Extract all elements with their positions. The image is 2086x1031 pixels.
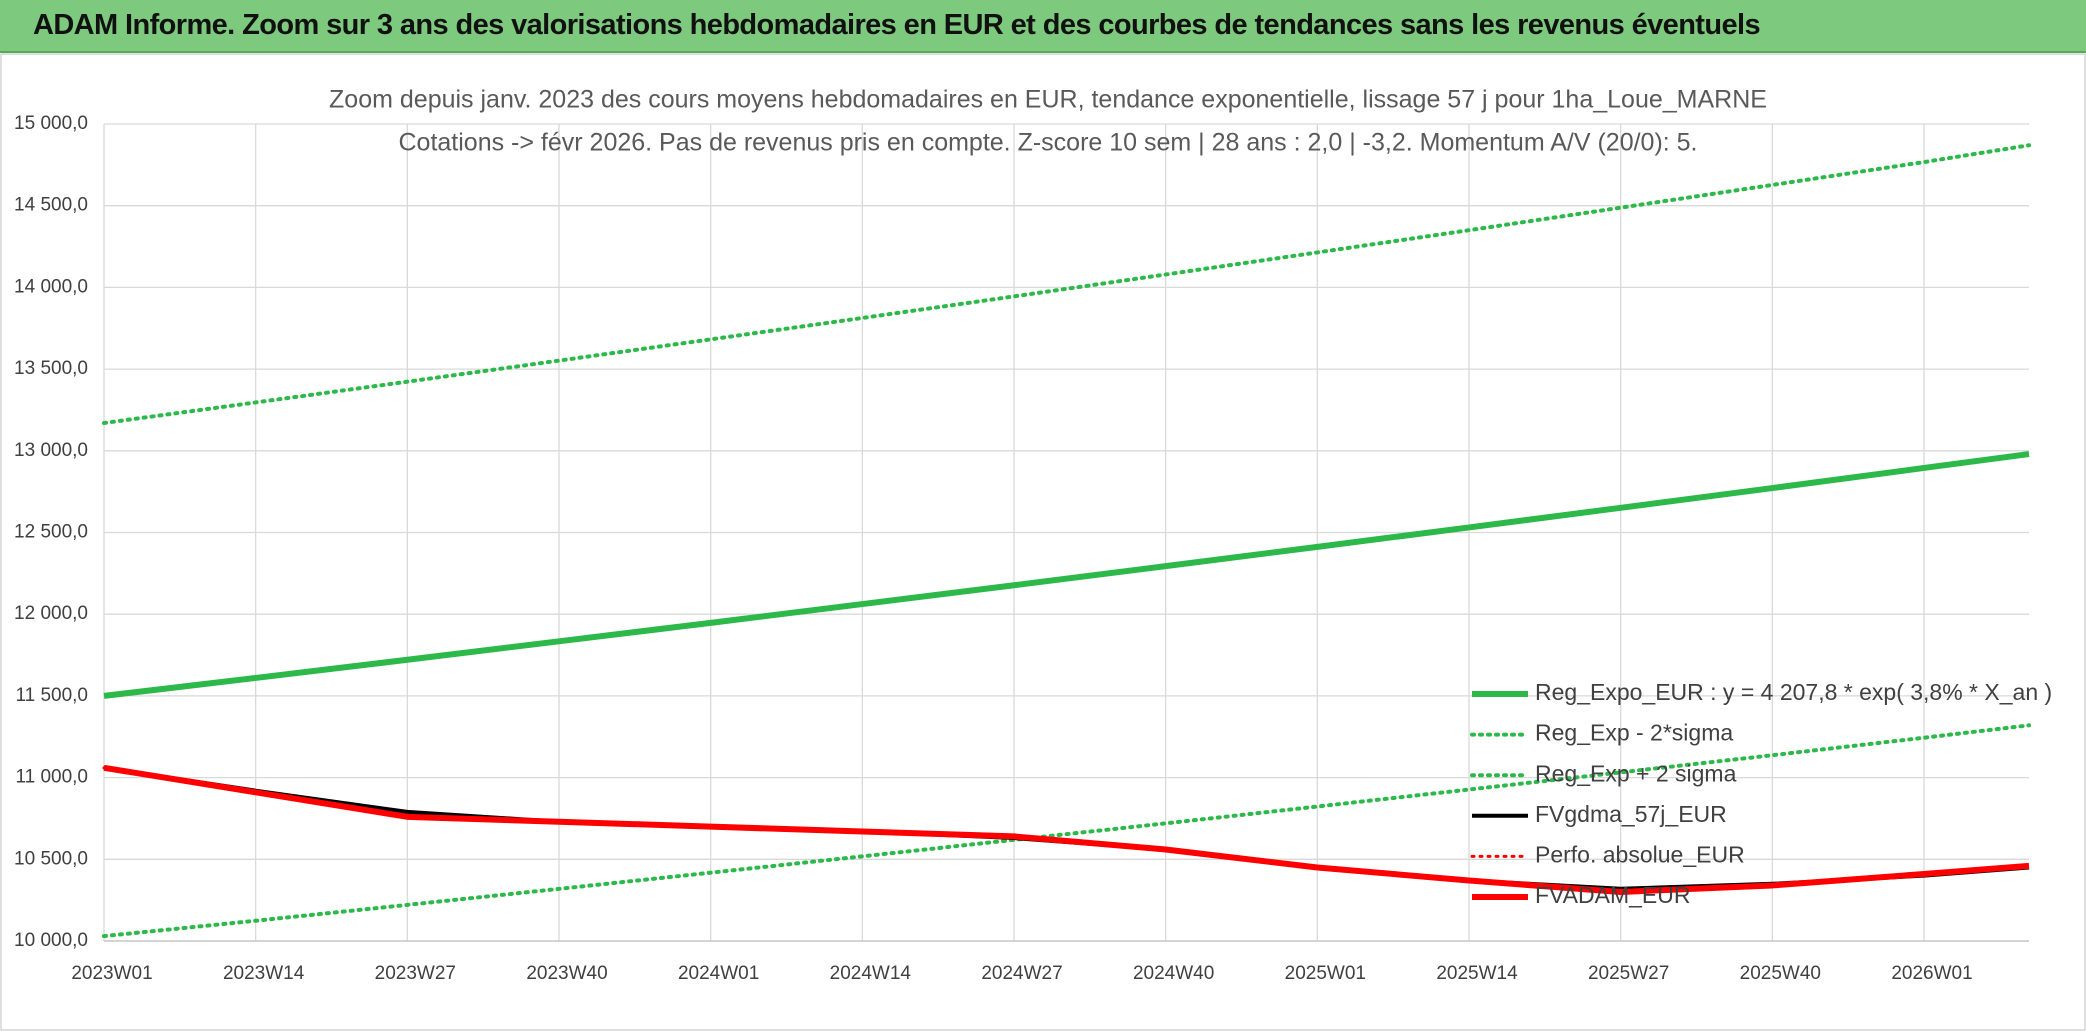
x-tick-label: 2026W01 [1891,963,1972,984]
x-tick-label: 2024W01 [678,963,759,984]
chart-subtitle: Cotations -> févr 2026. Pas de revenus p… [398,129,1697,157]
series-line [103,451,2030,699]
x-tick-label: 2023W27 [375,963,456,984]
y-tick-label: 10 500,0 [14,848,88,869]
header: ADAM Informe. Zoom sur 3 ans des valoris… [0,0,2086,53]
chart: 10 000,0 10 500,0 11 000,0 11 500,0 12 000,0… [0,53,2086,1031]
series-line [102,723,2031,939]
series-line [102,766,2031,894]
header-title: ADAM Informe. Zoom sur 3 ans des valoris… [33,9,1761,41]
x-tick-label: 2025W27 [1588,963,1669,984]
x-tick-label: 2024W40 [1133,963,1214,984]
series-line [102,143,2031,426]
legend-label: Reg_Exp + 2 sigma [1535,760,1737,786]
chart-subtitle: Zoom depuis janv. 2023 des cours moyens … [329,86,1767,114]
y-tick-label: 14 000,0 [14,276,88,297]
y-tick-label: 13 000,0 [14,440,88,461]
x-tick-label: 2024W27 [981,963,1062,984]
y-tick-label: 12 500,0 [14,522,88,543]
x-tick-label: 2025W01 [1285,963,1366,984]
x-tick-label: 2023W14 [223,963,305,984]
x-tick-label: 2025W40 [1740,963,1821,984]
x-tick-label: 2023W40 [526,963,607,984]
y-tick-label: 10 000,0 [14,930,88,951]
x-tick-label: 2023W01 [71,963,152,984]
y-tick-label: 11 000,0 [15,767,88,788]
legend-label: Reg_Exp - 2*sigma [1535,720,1733,746]
y-tick-label: 11 500,0 [15,685,88,706]
chart-frame [0,53,2086,1031]
x-tick-label: 2025W14 [1436,963,1518,984]
x-tick-label: 2024W14 [830,963,912,984]
y-tick-label: 14 500,0 [14,195,88,216]
y-tick-label: 12 000,0 [14,603,88,624]
series-line [103,765,2030,891]
legend-label: FVADAM_EUR [1535,882,1691,908]
series-line [103,764,2030,895]
legend-label: Reg_Expo_EUR : y = 4 207,8 * exp( 3,8% *… [1535,679,2052,705]
legend-label: FVgdma_57j_EUR [1535,801,1727,827]
legend-label: Perfo. absolue_EUR [1535,841,1745,867]
y-tick-label: 13 500,0 [14,358,88,379]
y-tick-label: 15 000,0 [14,113,88,134]
